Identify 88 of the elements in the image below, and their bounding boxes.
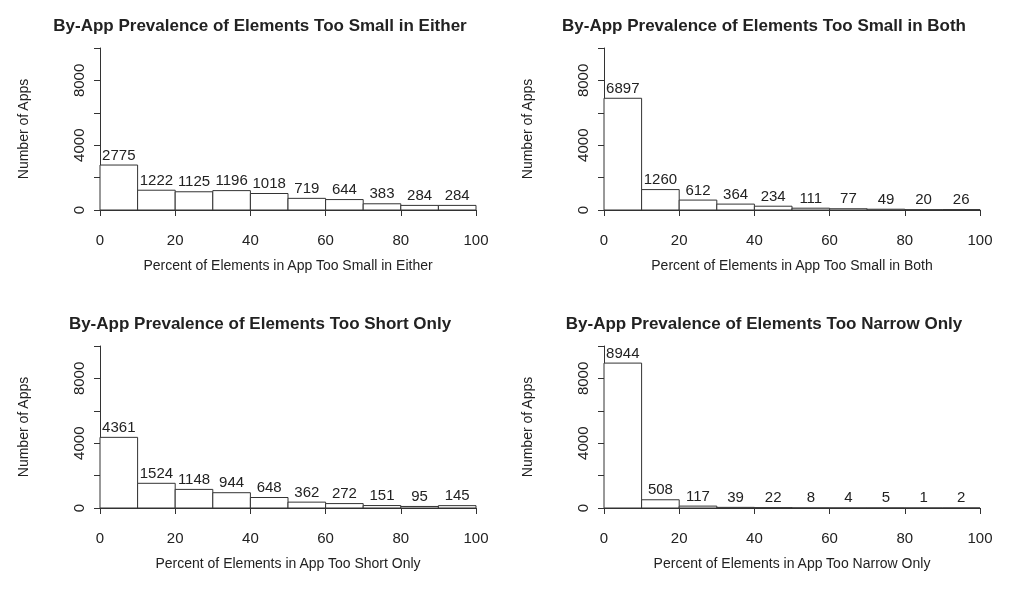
y-axis-title: Number of Apps	[519, 78, 535, 180]
y-tick-label: 0	[573, 503, 591, 513]
data-label: 1222	[139, 170, 174, 188]
data-label: 272	[331, 484, 357, 502]
data-label: 26	[952, 190, 970, 208]
y-tick-label: 4000	[573, 128, 591, 162]
data-label: 1260	[643, 170, 678, 188]
chart-title: By-App Prevalence of Elements Too Small in Either	[53, 16, 468, 35]
chart-title: By-App Prevalence of Elements Too Short Only	[68, 314, 452, 333]
x-tick-label: 0	[599, 529, 609, 546]
data-label: 1148	[177, 469, 211, 487]
x-axis-title: Percent of Elements in App Too Narrow Only	[653, 555, 931, 571]
x-tick-label: 20	[166, 529, 184, 546]
y-axis-title: Number of Apps	[15, 376, 31, 478]
y-tick-label: 0	[573, 205, 591, 215]
y-tick-label: 8000	[573, 63, 591, 98]
x-axis-title: Percent of Elements in App Too Short Only	[155, 555, 421, 571]
data-label: 151	[369, 486, 395, 504]
chart-title: By-App Prevalence of Elements Too Narrow Only	[565, 314, 963, 333]
data-label: 22	[764, 488, 782, 506]
data-label: 364	[723, 184, 749, 202]
x-tick-label: 60	[317, 231, 334, 248]
data-label: 8	[806, 488, 815, 506]
y-tick-label: 0	[69, 205, 87, 215]
y-tick-label: 8000	[573, 361, 591, 396]
y-tick-label: 4000	[69, 128, 87, 162]
data-label: 362	[294, 482, 320, 500]
y-axis-title: Number of Apps	[15, 78, 31, 180]
x-tick-label: 80	[896, 529, 914, 546]
data-label: 1196	[215, 171, 248, 189]
data-label: 612	[685, 180, 711, 198]
y-tick-label: 0	[69, 503, 87, 513]
x-tick-label: 40	[242, 529, 259, 546]
y-tick-label: 4000	[573, 426, 591, 460]
y-axis-title: Number of Apps	[519, 376, 535, 478]
data-label: 1524	[139, 463, 174, 481]
data-label: 39	[727, 487, 744, 505]
x-tick-label: 60	[821, 529, 838, 546]
data-label: 1125	[177, 172, 211, 190]
x-tick-label: 100	[463, 231, 489, 248]
y-tick-label: 4000	[69, 426, 87, 460]
x-tick-label: 20	[670, 231, 688, 248]
x-tick-label: 100	[967, 529, 993, 546]
data-label: 284	[407, 185, 433, 203]
x-tick-label: 0	[95, 529, 105, 546]
chart-title: By-App Prevalence of Elements Too Small in Both	[562, 16, 966, 35]
data-label: 20	[915, 190, 932, 208]
x-tick-label: 80	[896, 231, 914, 248]
data-label: 284	[444, 185, 470, 203]
data-label: 8944	[606, 343, 640, 361]
y-tick-label: 8000	[69, 361, 87, 396]
x-tick-label: 60	[317, 529, 334, 546]
x-tick-label: 0	[95, 231, 105, 248]
data-label: 1018	[252, 174, 286, 192]
data-label: 644	[331, 180, 357, 198]
y-tick-label: 8000	[69, 63, 87, 98]
x-tick-label: 0	[599, 231, 609, 248]
data-label: 111	[799, 188, 823, 206]
x-axis-title: Percent of Elements in App Too Small in Either	[143, 257, 433, 273]
x-tick-label: 80	[392, 529, 410, 546]
x-tick-label: 100	[463, 529, 489, 546]
data-label: 49	[877, 189, 895, 207]
data-label: 383	[369, 184, 395, 202]
x-tick-label: 80	[392, 231, 410, 248]
data-label: 719	[294, 178, 320, 196]
data-label: 508	[647, 480, 673, 498]
data-label: 2775	[102, 145, 136, 163]
data-label: 4361	[102, 417, 136, 435]
x-tick-label: 100	[967, 231, 993, 248]
x-tick-label: 40	[242, 231, 259, 248]
data-label: 1	[919, 488, 928, 506]
x-axis-title: Percent of Elements in App Too Small in Both	[651, 257, 933, 273]
data-label: 648	[256, 478, 282, 495]
x-tick-label: 40	[746, 529, 763, 546]
x-tick-label: 20	[670, 529, 688, 546]
data-label: 5	[881, 488, 891, 506]
data-label: 2	[957, 488, 966, 506]
data-label: 234	[760, 186, 786, 204]
data-label: 117	[686, 486, 710, 504]
x-tick-label: 60	[821, 231, 838, 248]
data-label: 4	[844, 488, 853, 506]
x-tick-label: 20	[166, 231, 184, 248]
data-label: 145	[444, 486, 470, 504]
data-label: 944	[219, 473, 245, 491]
data-label: 77	[840, 189, 857, 207]
x-tick-label: 40	[746, 231, 763, 248]
data-label: 6897	[606, 78, 640, 96]
data-label: 95	[411, 486, 428, 504]
